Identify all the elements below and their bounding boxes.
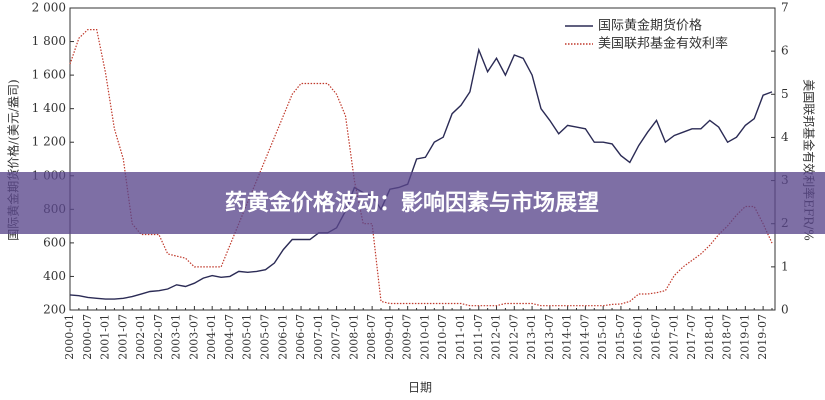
x-tick-label: 2005-01 <box>241 314 254 360</box>
x-tick-label: 2004-07 <box>223 314 236 360</box>
x-tick-label: 2015-01 <box>596 314 609 360</box>
x-tick-label: 2007-01 <box>312 314 325 360</box>
x-tick-label: 2005-07 <box>258 314 271 360</box>
banner-text: 药黄金价格波动：影响因素与市场展望 <box>225 190 599 216</box>
x-tick-label: 2013-01 <box>525 314 538 360</box>
x-tick-label: 2011-07 <box>472 314 485 360</box>
y-tick-label: 1 600 <box>32 68 66 82</box>
y2-tick-label: 0 <box>781 303 789 317</box>
x-tick-label: 2009-07 <box>401 314 414 360</box>
x-tick-label: 2001-01 <box>99 314 112 360</box>
banner-band <box>0 172 825 234</box>
x-tick-label: 2016-07 <box>649 314 662 360</box>
x-tick-label: 2019-01 <box>738 314 751 360</box>
x-tick-label: 2011-01 <box>454 314 467 360</box>
x-tick-label: 2002-07 <box>152 314 165 360</box>
y2-tick-label: 6 <box>781 44 789 58</box>
x-tick-label: 2010-01 <box>418 314 431 360</box>
x-tick-label: 2015-07 <box>614 314 627 360</box>
x-tick-label: 2018-07 <box>721 314 734 360</box>
x-tick-label: 2003-01 <box>170 314 183 360</box>
y2-tick-label: 4 <box>781 130 789 144</box>
series-line <box>69 47 773 300</box>
x-tick-label: 2018-01 <box>703 314 716 360</box>
y2-tick-label: 1 <box>781 259 789 273</box>
x-tick-label: 2014-07 <box>578 314 591 360</box>
x-tick-label: 2010-07 <box>436 314 449 360</box>
x-tick-label: 2012-01 <box>490 314 503 360</box>
x-tick-label: 2017-07 <box>685 314 698 360</box>
y-tick-label: 400 <box>43 269 66 283</box>
y-tick-label: 1 400 <box>32 101 66 115</box>
x-tick-label: 2000-07 <box>81 314 94 360</box>
legend-label: 国际黄金期货价格 <box>598 18 702 34</box>
x-tick-label: 2002-01 <box>134 314 147 360</box>
y-tick-label: 200 <box>43 303 66 317</box>
x-tick-label: 2017-01 <box>667 314 680 360</box>
x-tick-label: 2004-01 <box>205 314 218 360</box>
y-tick-label: 600 <box>43 235 66 249</box>
x-tick-label: 2006-07 <box>294 314 307 360</box>
plot-frame <box>69 7 776 311</box>
x-tick-label: 2001-07 <box>116 314 129 360</box>
x-tick-label: 2003-07 <box>187 314 200 360</box>
x-tick-label: 2007-07 <box>330 314 343 360</box>
x-axis-title: 日期 <box>408 381 432 395</box>
x-tick-label: 2008-07 <box>365 314 378 360</box>
x-tick-label: 2006-01 <box>276 314 289 360</box>
y2-tick-label: 5 <box>781 87 789 101</box>
y-tick-label: 1 200 <box>32 135 66 149</box>
x-tick-label: 2013-07 <box>543 314 556 360</box>
x-tick-label: 2019-07 <box>756 314 769 360</box>
x-tick-label: 2000-01 <box>63 314 76 360</box>
x-tick-label: 2012-07 <box>507 314 520 360</box>
x-tick-label: 2009-01 <box>383 314 396 360</box>
x-tick-label: 2016-01 <box>632 314 645 360</box>
y-tick-label: 1 800 <box>32 34 66 48</box>
y-tick-label: 2 000 <box>32 1 66 15</box>
x-tick-label: 2008-01 <box>347 314 360 360</box>
x-tick-label: 2014-01 <box>561 314 574 360</box>
series-line <box>69 29 773 307</box>
legend-label: 美国联邦基金有效利率 <box>598 36 728 52</box>
y2-tick-label: 7 <box>781 1 789 15</box>
